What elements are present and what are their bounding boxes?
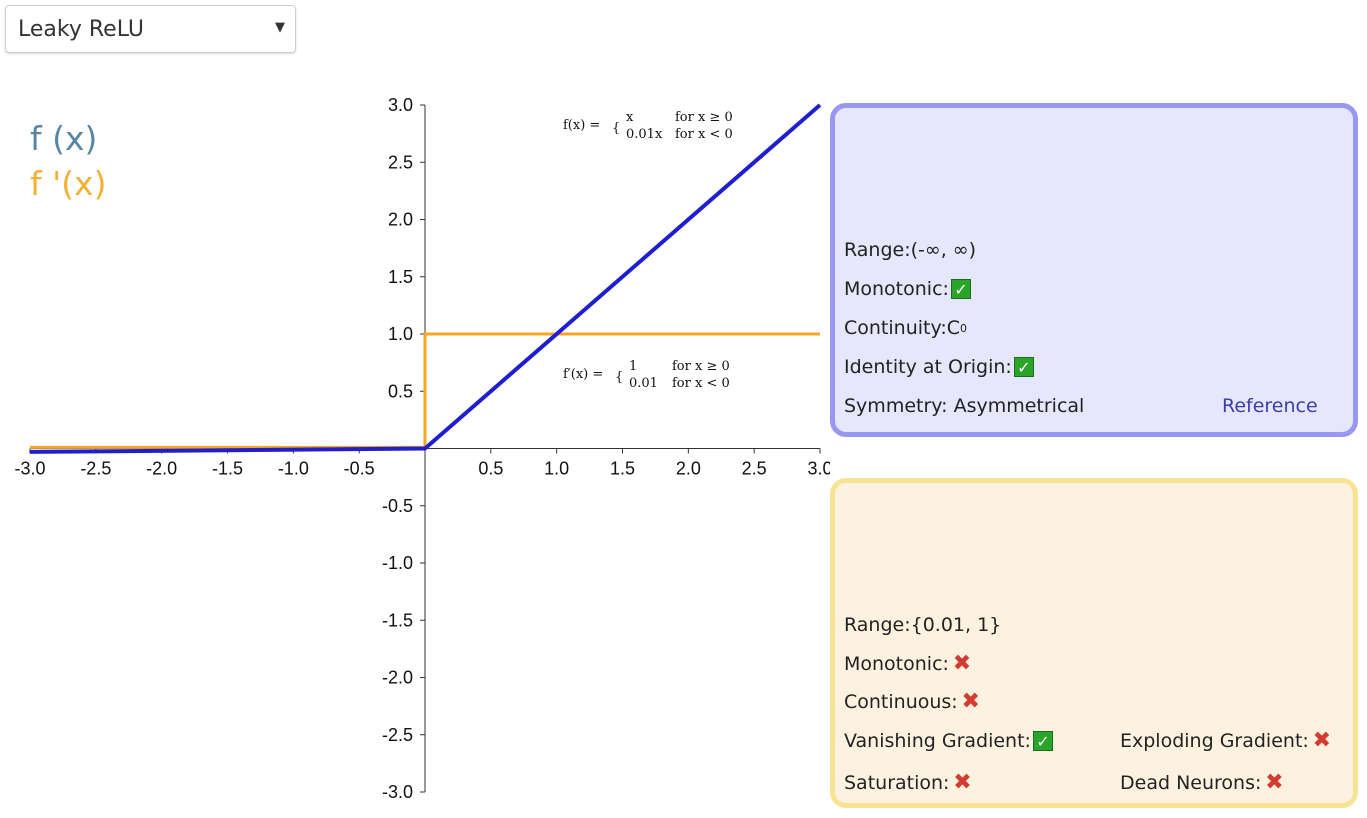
- formula-f-case1-cond: for x ≥ 0: [675, 110, 733, 125]
- f-range-label: Range:: [844, 239, 911, 261]
- f-continuity-value: C: [946, 317, 961, 339]
- y-tick-label: 2.0: [388, 210, 413, 230]
- legend-f: f (x): [30, 119, 98, 158]
- f-monotonic: Monotonic: ✓: [844, 278, 971, 300]
- x-tick-label: -0.5: [344, 459, 375, 479]
- legend: f (x) f '(x): [30, 116, 106, 206]
- x-tick-label: 1.0: [544, 459, 569, 479]
- f-continuity-sup: 0: [960, 321, 968, 335]
- x-tick-label: -1.0: [278, 459, 309, 479]
- formula-df-lhs: f′(x) =: [563, 367, 603, 382]
- x-tick-label: -1.5: [212, 459, 243, 479]
- df-range: Range: {0.01, 1}: [844, 614, 1001, 636]
- df-range-label: Range:: [844, 614, 911, 636]
- df-vanishing: Vanishing Gradient: ✓: [844, 730, 1053, 752]
- df-continuous-label: Continuous:: [844, 691, 958, 713]
- f-identity-label: Identity at Origin:: [844, 356, 1012, 378]
- formula-df-case2-cond: for x < 0: [672, 376, 730, 391]
- df-exploding-label: Exploding Gradient:: [1120, 730, 1309, 752]
- x-tick-label: 1.5: [610, 459, 635, 479]
- y-tick-label: 1.5: [388, 267, 413, 287]
- series-df-line: [30, 332, 820, 449]
- f-continuity-label: Continuity:: [844, 317, 947, 339]
- check-icon: ✓: [1032, 731, 1053, 751]
- y-tick-label: 3.0: [388, 95, 413, 115]
- df-vanishing-label: Vanishing Gradient:: [844, 730, 1031, 752]
- f-monotonic-label: Monotonic:: [844, 278, 949, 300]
- series-f-line: [29, 103, 822, 454]
- reference-link[interactable]: Reference: [1222, 395, 1318, 417]
- y-tick-label: -1.0: [382, 553, 413, 573]
- f-range-value: (-∞, ∞): [910, 239, 977, 261]
- df-monotonic: Monotonic: ✖: [844, 651, 973, 676]
- function-properties-panel: Range: (-∞, ∞) Monotonic: ✓ Continuity: C 0 …: [830, 103, 1358, 437]
- select-value: Leaky ReLU: [18, 17, 144, 42]
- f-identity: Identity at Origin: ✓: [844, 356, 1034, 378]
- cross-icon: ✖: [953, 770, 972, 795]
- cross-icon: ✖: [961, 689, 980, 714]
- y-tick-label: 2.5: [388, 152, 413, 172]
- df-monotonic-label: Monotonic:: [844, 653, 949, 675]
- df-continuous: Continuous: ✖: [844, 689, 982, 714]
- df-dead-neurons: Dead Neurons: ✖: [1120, 770, 1285, 795]
- formula-f-lhs: f(x) =: [563, 118, 600, 133]
- formula-f-brace: {: [612, 121, 620, 136]
- activation-chart: -3.0 -2.5 -2.0 -1.5 -1.0 -0.5 0.5 1.0 1.5 2.0 2.5 3…: [14, 95, 830, 802]
- check-icon: ✓: [950, 279, 971, 299]
- x-tick-label: 3.0: [807, 459, 830, 479]
- x-tick-label: 0.5: [478, 459, 503, 479]
- df-range-value: {0.01, 1}: [910, 614, 1002, 636]
- y-tick-label: 0.5: [388, 381, 413, 401]
- formula-df-case1-cond: for x ≥ 0: [672, 359, 730, 374]
- formula-df-case2-expr: 0.01: [629, 376, 658, 391]
- f-range: Range: (-∞, ∞): [844, 239, 976, 261]
- cross-icon: ✖: [952, 651, 972, 676]
- check-icon: ✓: [1013, 357, 1034, 377]
- formula-f: f(x) = { x for x ≥ 0 0.01x for x < 0: [563, 110, 733, 142]
- activation-function-select[interactable]: Leaky ReLU ▼: [5, 5, 296, 53]
- f-continuity: Continuity: C 0: [844, 317, 967, 339]
- series-lines: [29, 103, 822, 454]
- cross-icon: ✖: [1265, 770, 1284, 795]
- derivative-properties-panel: Range: {0.01, 1} Monotonic: ✖ Continuous: ✖…: [830, 478, 1358, 808]
- df-saturation: Saturation: ✖: [844, 770, 973, 795]
- formula-df-case1-expr: 1: [629, 359, 637, 374]
- legend-df: f '(x): [30, 164, 107, 203]
- formula-f-case1-expr: x: [626, 110, 634, 125]
- cross-icon: ✖: [1312, 728, 1332, 753]
- formula-df-brace: {: [615, 370, 623, 385]
- x-tick-label: -3.0: [14, 459, 45, 479]
- y-tick-label: -1.5: [382, 610, 413, 630]
- x-tick-label: -2.0: [146, 459, 177, 479]
- chevron-down-icon: ▼: [275, 20, 285, 35]
- formula-f-case2-cond: for x < 0: [675, 127, 733, 142]
- x-tick-label: 2.0: [676, 459, 701, 479]
- formula-df: f′(x) = { 1 for x ≥ 0 0.01 for x < 0: [563, 359, 730, 391]
- y-tick-label: -0.5: [382, 496, 413, 516]
- formula-f-case2-expr: 0.01x: [626, 127, 663, 142]
- x-tick-label: 2.5: [742, 459, 767, 479]
- df-exploding: Exploding Gradient: ✖: [1120, 728, 1333, 753]
- y-tick-label: 1.0: [388, 324, 413, 344]
- y-tick-label: -3.0: [382, 782, 413, 802]
- y-tick-label: -2.0: [382, 668, 413, 688]
- y-tick-label: -2.5: [382, 725, 413, 745]
- df-saturation-label: Saturation:: [844, 772, 950, 794]
- f-symmetry: Symmetry: Asymmetrical: [844, 395, 1085, 417]
- df-dead-label: Dead Neurons:: [1120, 772, 1262, 794]
- tick-labels: -3.0 -2.5 -2.0 -1.5 -1.0 -0.5 0.5 1.0 1.5 2.0 2.5 3…: [14, 95, 830, 802]
- x-tick-label: -2.5: [80, 459, 111, 479]
